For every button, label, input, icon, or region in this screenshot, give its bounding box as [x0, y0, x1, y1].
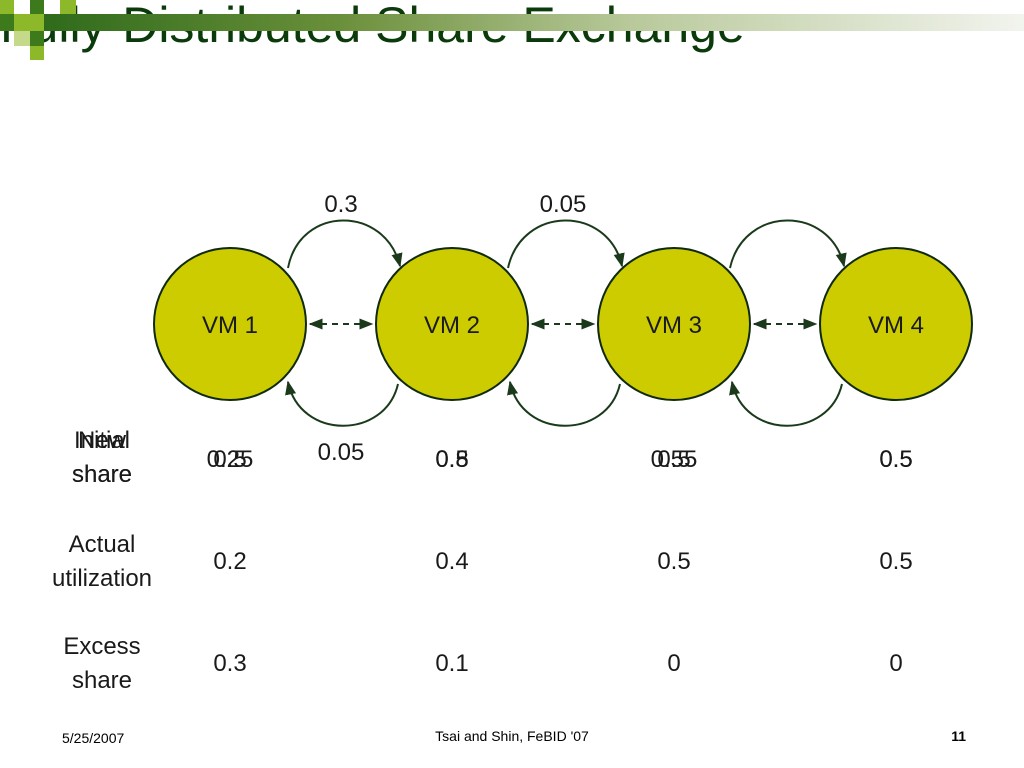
- header-square: [0, 14, 14, 31]
- row-label-initial-share: Initial share: [22, 424, 182, 492]
- excess-share-vm2: 0.1: [435, 650, 469, 677]
- header-square: [60, 0, 76, 14]
- footer-date: 5/25/2007: [62, 730, 125, 746]
- initial-share-vm1: 0.5: [213, 446, 247, 473]
- row-label-line: Initial: [73, 427, 131, 454]
- node-vm1: VM 1: [153, 247, 307, 401]
- header-decoration: [0, 0, 1024, 62]
- actual-utilization-vm4: 0.5: [879, 548, 913, 575]
- row-label-line: share: [71, 461, 133, 488]
- row-label-line: Excess: [63, 633, 141, 660]
- arrow-vm4-to-vm3: [729, 380, 843, 427]
- header-gradient-bar: [44, 14, 1024, 31]
- node-vm3: VM 3: [597, 247, 751, 401]
- header-square: [14, 14, 30, 31]
- footer-center: Tsai and Shin, FeBID '07: [435, 728, 589, 744]
- row-label-line: Actual: [68, 531, 136, 558]
- actual-utilization-vm1: 0.2: [213, 548, 247, 575]
- arrow-vm3-to-vm4: [729, 219, 847, 269]
- row-label-line: utilization: [51, 565, 153, 592]
- node-vm4: VM 4: [819, 247, 973, 401]
- row-label-actual-utilization: Actual utilization: [22, 528, 182, 596]
- new-share-vm1: 0.25: [206, 446, 254, 473]
- node-vm1-label: VM 1: [202, 312, 258, 339]
- node-vm4-label: VM 4: [868, 312, 924, 339]
- arrow-vm2-to-vm1: [285, 380, 399, 427]
- header-square: [0, 0, 14, 14]
- transfer-label-vm2-vm1: 0.05: [318, 439, 365, 466]
- arrow-vm3-to-vm2: [507, 380, 621, 427]
- actual-utilization-vm3: 0.5: [657, 548, 691, 575]
- excess-share-vm4: 0: [889, 650, 903, 677]
- row-label-line: share: [71, 461, 133, 488]
- new-share-vm2: 0.8: [435, 446, 469, 473]
- header-square: [30, 31, 44, 46]
- transfer-label-vm2-vm3: 0.05: [540, 191, 587, 218]
- initial-share-vm4: 0.5: [879, 446, 913, 473]
- transfer-label-vm1-vm2: 0.3: [324, 191, 357, 218]
- initial-share-vm3: 0.5: [657, 446, 691, 473]
- arrow-vm1-to-vm2: [287, 219, 403, 269]
- header-square: [30, 0, 44, 14]
- excess-share-vm3: 0: [667, 650, 681, 677]
- header-square: [30, 14, 44, 31]
- excess-share-vm1: 0.3: [213, 650, 247, 677]
- new-share-vm4: 0.5: [879, 446, 913, 473]
- row-label-excess-share: Excess share: [22, 630, 182, 698]
- row-label-line: New: [77, 427, 126, 454]
- actual-utilization-vm2: 0.4: [435, 548, 469, 575]
- arrow-vm2-to-vm3: [507, 219, 625, 269]
- new-share-vm3: 0.55: [650, 446, 698, 473]
- node-vm3-label: VM 3: [646, 312, 702, 339]
- header-square: [30, 46, 44, 60]
- header-square: [14, 0, 30, 14]
- row-label-line: share: [71, 667, 133, 694]
- initial-share-vm2: 0.5: [435, 446, 469, 473]
- header-square: [14, 31, 30, 46]
- page-number: 11: [951, 728, 966, 744]
- node-vm2: VM 2: [375, 247, 529, 401]
- row-label-new-share: New share: [22, 424, 182, 492]
- node-vm2-label: VM 2: [424, 312, 480, 339]
